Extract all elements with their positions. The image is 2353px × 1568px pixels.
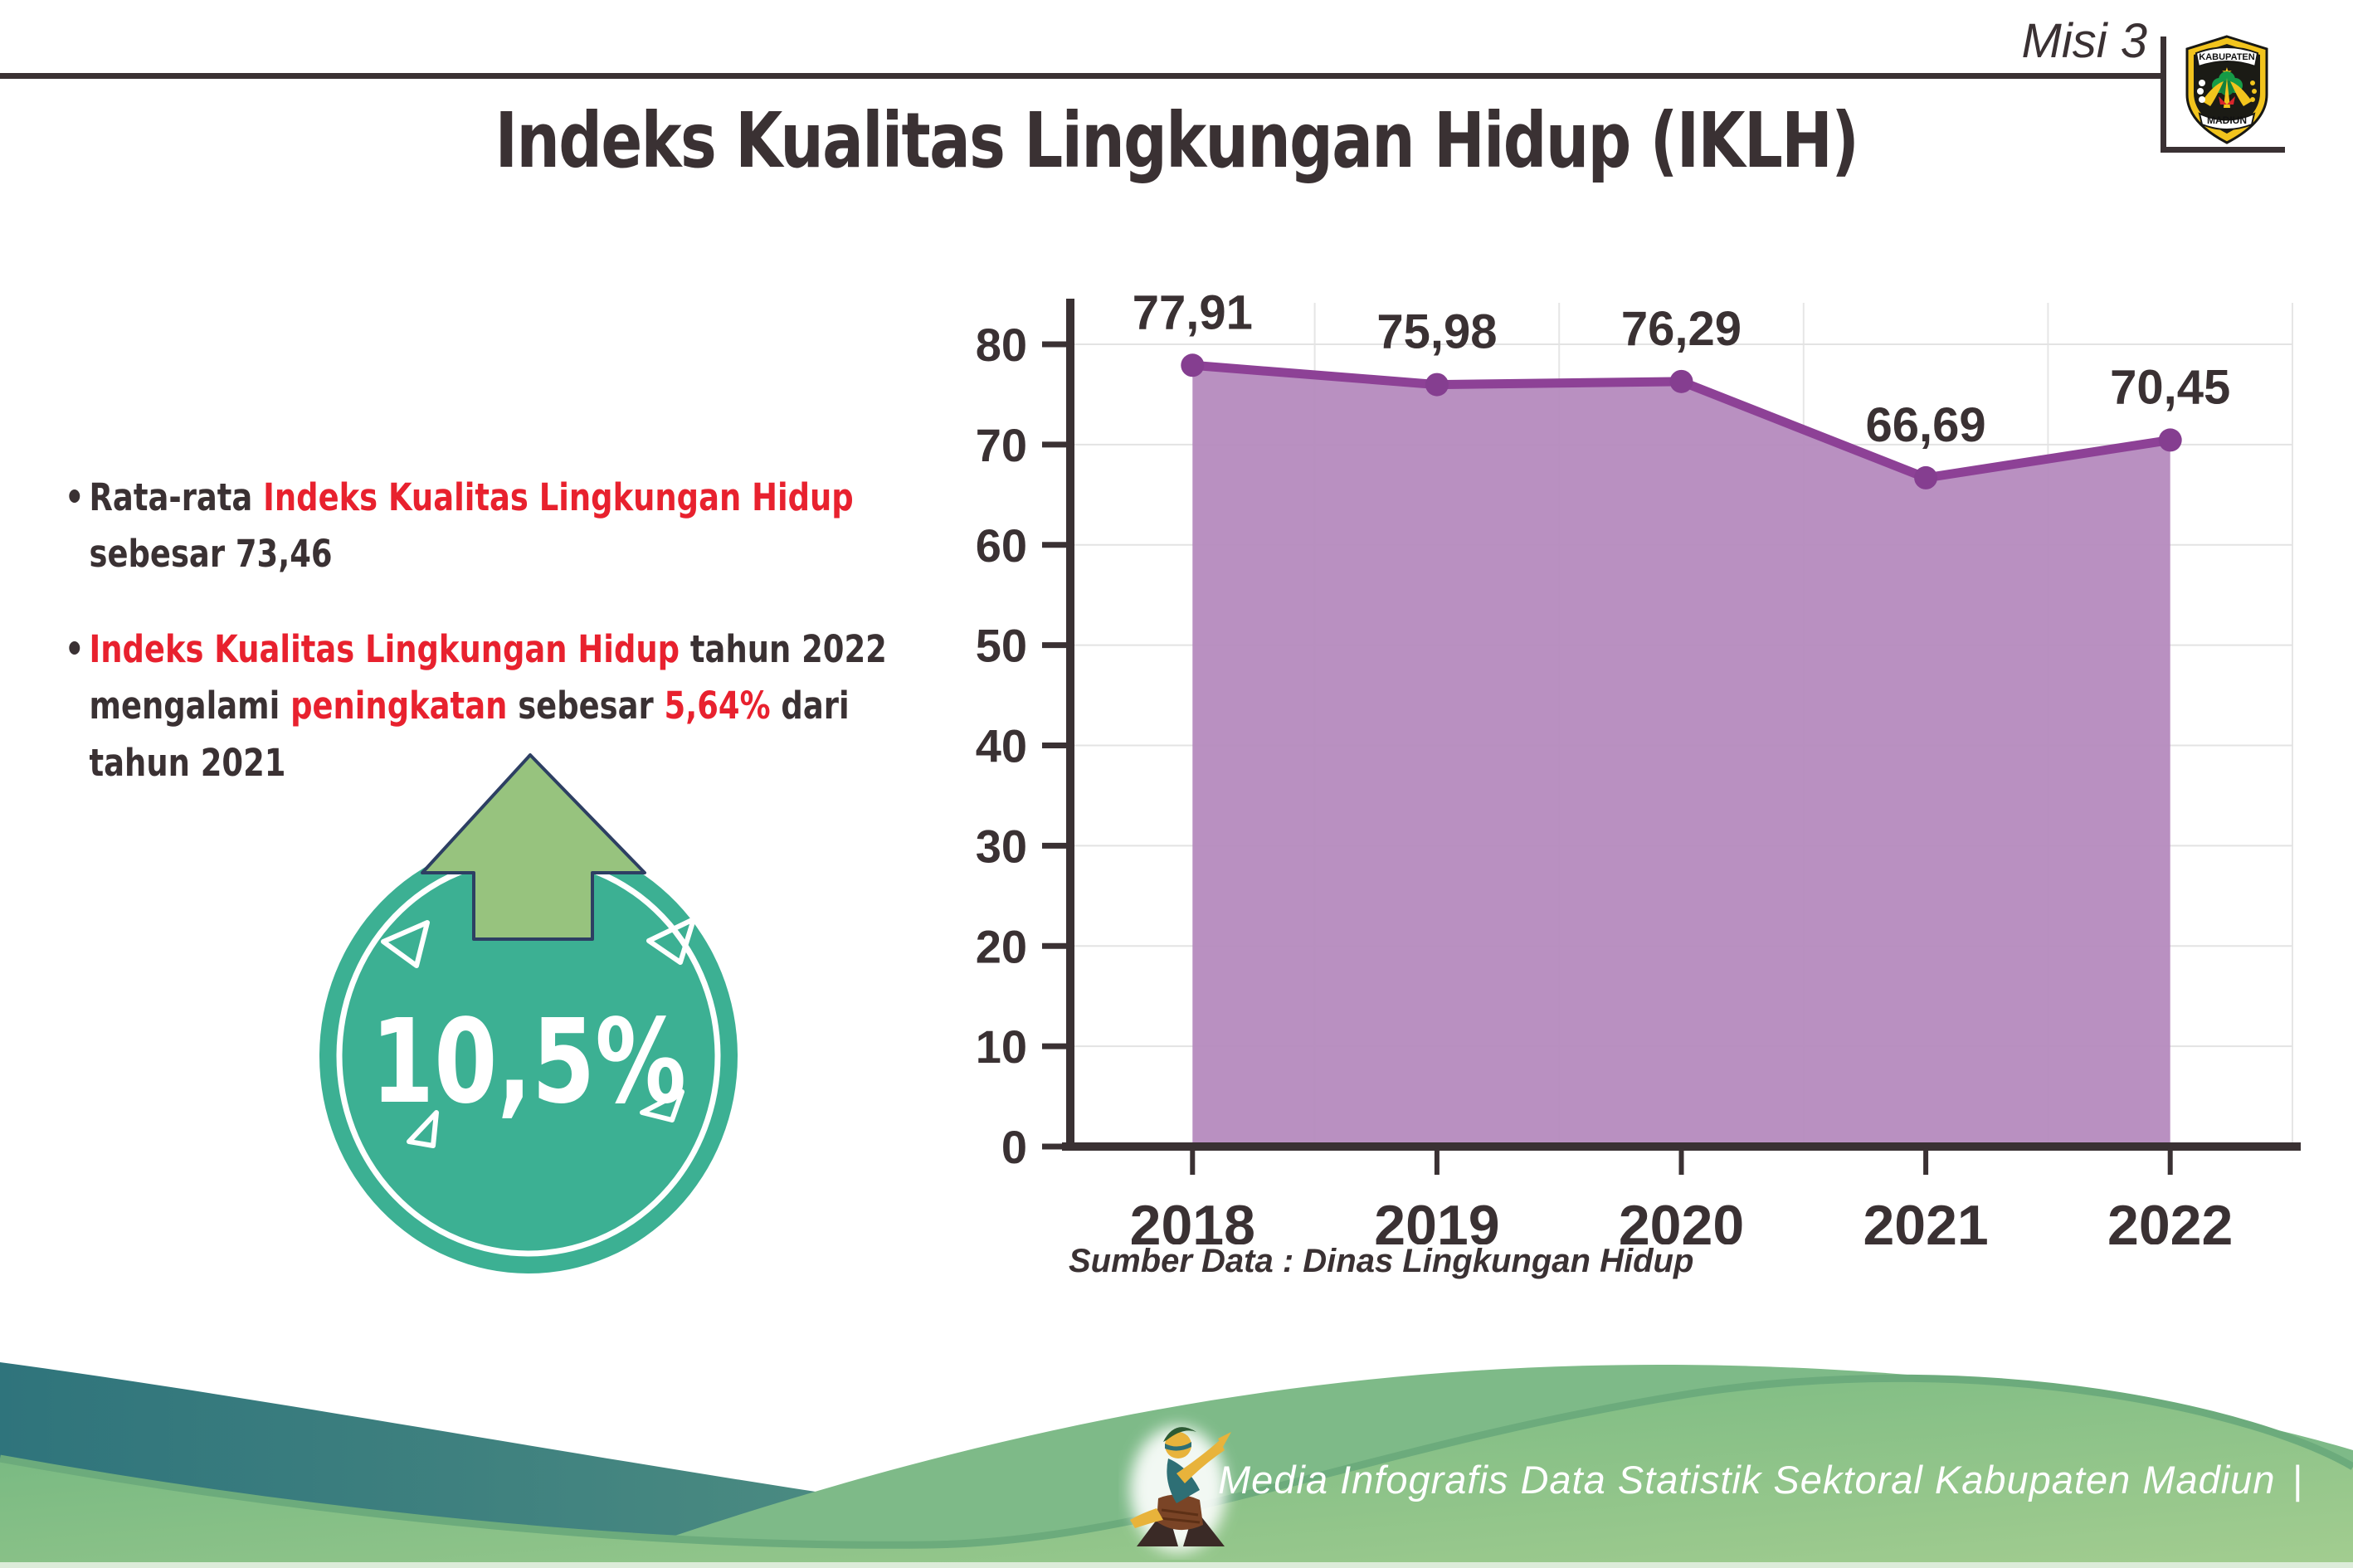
y-tick-label: 40 [976, 720, 1027, 772]
x-tick-label-2018: 2018 [1130, 1194, 1255, 1244]
footer-caption-text: Media Infografis Data Statistik Sektoral… [1218, 1458, 2276, 1502]
page-title: Indeks Kualitas Lingkungan Hidup (IKLH) [494, 96, 1859, 185]
bullet-dot: • [65, 475, 85, 519]
x-tick-label-2020: 2020 [1619, 1194, 1744, 1244]
misi-label: Misi 3 [2021, 14, 2147, 68]
logo-top-banner-text: KABUPATEN [2199, 52, 2254, 62]
bullet-text: Rata-rata Indeks Kualitas Lingkungan Hid… [89, 475, 854, 577]
bullet-dot: • [65, 626, 85, 671]
bullet-item-1: • Rata-rata Indeks Kualitas Lingkungan Hi… [65, 470, 887, 583]
source-note: Sumber Data : Dinas Lingkungan Hidup [1069, 1243, 1694, 1279]
data-label-2022: 70,45 [2110, 360, 2230, 414]
area-fill [1192, 365, 2170, 1147]
y-tick-label: 0 [1001, 1121, 1027, 1173]
logo-bottom-banner-text: MADIUN [2207, 114, 2247, 126]
x-tick-label-2021: 2021 [1863, 1194, 1988, 1244]
y-tick-label: 30 [976, 820, 1027, 872]
footer-caption: Media Infografis Data Statistik Sektoral… [1218, 1457, 2303, 1502]
bullet-item-2: • Indeks Kualitas Lingkungan Hidup tahun … [65, 621, 887, 791]
y-tick-label: 10 [976, 1020, 1027, 1073]
iklh-area-chart: 0 10 20 30 40 50 60 70 80 2018 2019 2020 2021 2022 77,… [976, 285, 2301, 1244]
footer-divider: | [2292, 1458, 2303, 1502]
x-tick-label-2019: 2019 [1374, 1194, 1499, 1244]
data-label-2019: 75,98 [1376, 305, 1497, 359]
header-rule [0, 73, 2166, 79]
y-tick-label: 60 [976, 519, 1027, 572]
data-point-2022 [2158, 428, 2182, 452]
bullet-text: Indeks Kualitas Lingkungan Hidup tahun 2… [89, 626, 887, 785]
badge-tick-ne-icon [646, 917, 696, 965]
data-label-2020: 76,29 [1621, 302, 1742, 356]
badge-percentage: 10,5% [371, 995, 686, 1130]
badge-tick-sw-icon [407, 1110, 439, 1148]
increase-badge: 10,5% [319, 753, 738, 1273]
badge-tick-se-icon [640, 1089, 684, 1122]
bottom-strip [0, 1562, 2353, 1568]
y-tick-label: 20 [976, 920, 1027, 972]
logo-bracket-vertical [2161, 37, 2166, 153]
data-label-2021: 66,69 [1866, 398, 1986, 452]
badge-tick-nw-icon [381, 920, 430, 968]
logo-bracket-horizontal [2161, 147, 2285, 153]
data-point-2020 [1669, 369, 1693, 393]
wave-front [0, 1378, 2353, 1568]
y-tick-label: 80 [976, 319, 1027, 371]
x-tick-label-2022: 2022 [2107, 1194, 2233, 1244]
y-tick-label: 50 [976, 620, 1027, 672]
data-point-2021 [1914, 465, 1938, 489]
bullet-list: • Rata-rata Indeks Kualitas Lingkungan Hi… [65, 470, 887, 830]
y-tick-label: 70 [976, 419, 1027, 471]
dancer-mascot-icon [1130, 1426, 1231, 1552]
data-point-2019 [1425, 373, 1449, 397]
data-label-2018: 77,91 [1133, 285, 1253, 339]
up-arrow-icon [421, 753, 646, 941]
data-point-2018 [1181, 353, 1205, 377]
badge-circle [319, 839, 738, 1273]
kabupaten-madiun-logo-icon: KABUPATEN ★ MADIUN [2185, 35, 2268, 144]
